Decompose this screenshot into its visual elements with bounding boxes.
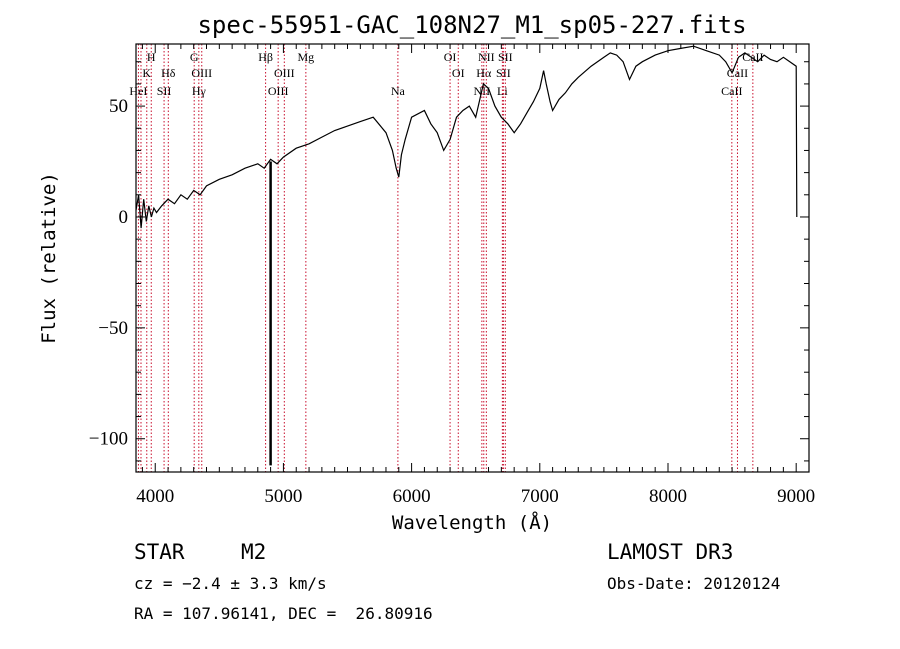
line-marker-label: Hβ xyxy=(258,50,273,64)
y-axis: −100 −50 0 50 xyxy=(89,61,809,462)
line-marker-label: SII xyxy=(496,66,511,80)
x-axis: 4000 5000 6000 7000 8000 9000 xyxy=(136,44,815,507)
coordinates: RA = 107.96141, DEC = 26.80916 xyxy=(134,604,433,623)
line-marker-label: CaII xyxy=(727,66,748,80)
line-marker-label: Na xyxy=(391,84,406,98)
survey-name: LAMOST DR3 xyxy=(607,540,733,564)
line-marker-label: Hα xyxy=(476,66,492,80)
line-markers: HeIKHSIIHδGHγOIIIHβOIIIOIIIMgNaOIOINIIHα… xyxy=(129,44,764,472)
line-marker-label: Hδ xyxy=(161,66,176,80)
line-marker-label: G xyxy=(190,50,199,64)
x-tick-label: 4000 xyxy=(136,486,174,507)
y-tick-label: 0 xyxy=(119,207,129,228)
x-tick-label: 8000 xyxy=(649,486,687,507)
line-marker-label: HeI xyxy=(129,84,147,98)
plot-area xyxy=(135,45,798,466)
x-tick-label: 5000 xyxy=(264,486,302,507)
line-marker-label: Li xyxy=(497,84,508,98)
line-marker-label: CaII xyxy=(742,50,763,64)
line-marker-label: OIII xyxy=(274,66,295,80)
line-marker-label: OIII xyxy=(191,66,212,80)
x-tick-label: 9000 xyxy=(777,486,815,507)
line-marker-label: SII xyxy=(498,50,513,64)
y-axis-label: Flux (relative) xyxy=(38,172,60,344)
y-tick-label: −50 xyxy=(98,318,128,339)
line-marker-label: NII xyxy=(478,50,495,64)
x-axis-label: Wavelength (Å) xyxy=(392,511,552,534)
obs-date: Obs-Date: 20120124 xyxy=(607,574,780,593)
line-marker-label: OIII xyxy=(268,84,289,98)
y-tick-label: 50 xyxy=(109,96,128,117)
x-tick-label: 7000 xyxy=(521,486,559,507)
line-marker-label: OI xyxy=(452,66,465,80)
x-tick-label: 6000 xyxy=(393,486,431,507)
object-class: STAR xyxy=(134,540,185,564)
object-subclass: M2 xyxy=(241,540,266,564)
line-marker-label: Hγ xyxy=(192,84,207,98)
plot-frame xyxy=(135,43,810,473)
line-marker-label: H xyxy=(147,50,156,64)
chart-title: spec-55951-GAC_108N27_M1_sp05-227.fits xyxy=(197,11,746,39)
line-marker-label: K xyxy=(142,66,151,80)
line-marker-label: OI xyxy=(444,50,457,64)
line-marker-label: Mg xyxy=(298,50,315,64)
spectrum-line xyxy=(135,45,798,229)
line-marker-label: CaII xyxy=(721,84,742,98)
redshift-text: cz = −2.4 ± 3.3 km/s xyxy=(134,574,327,593)
line-marker-label: SII xyxy=(157,84,172,98)
y-tick-label: −100 xyxy=(89,429,128,450)
